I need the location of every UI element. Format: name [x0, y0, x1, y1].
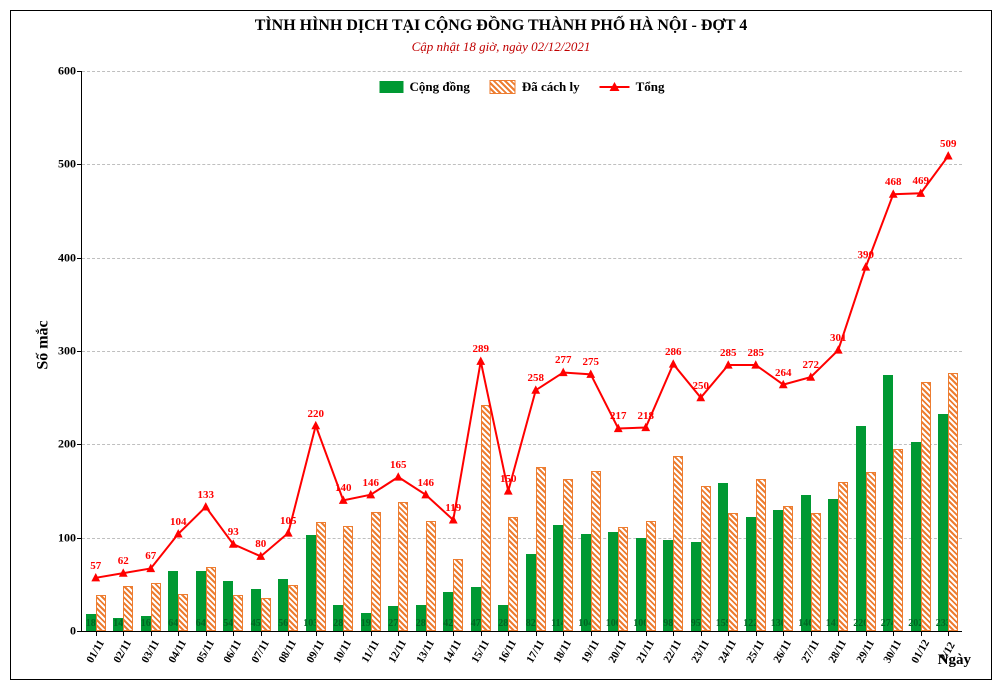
- line-label-tong: 220: [308, 408, 325, 420]
- chart-title: TÌNH HÌNH DỊCH TẠI CỘNG ĐỒNG THÀNH PHỐ H…: [11, 17, 991, 35]
- x-tick-label: 13/11: [414, 638, 437, 665]
- y-tick-label: 500: [58, 157, 82, 172]
- chart-subtitle: Cập nhật 18 giờ, ngày 02/12/2021: [11, 39, 991, 55]
- x-tick-label: 26/11: [772, 638, 795, 665]
- x-tick-label: 05/11: [194, 638, 217, 665]
- line-series-tong: [82, 71, 962, 631]
- line-label-tong: 301: [830, 332, 847, 344]
- x-tick-label: 24/11: [717, 638, 740, 665]
- line-label-tong: 258: [528, 372, 545, 384]
- line-label-tong: 275: [583, 356, 600, 368]
- y-tick-label: 300: [58, 344, 82, 359]
- line-label-tong: 286: [665, 346, 682, 358]
- line-label-tong: 218: [638, 410, 655, 422]
- chart-container: TÌNH HÌNH DỊCH TẠI CỘNG ĐỒNG THÀNH PHỐ H…: [10, 10, 992, 680]
- x-tick-label: 30/11: [882, 638, 905, 665]
- line-label-tong: 67: [145, 550, 156, 562]
- x-tick-label: 04/11: [167, 638, 190, 665]
- y-tick-label: 600: [58, 64, 82, 79]
- x-tick-label: 08/11: [277, 638, 300, 665]
- line-label-tong: 165: [390, 459, 407, 471]
- y-axis-label: Số mắc: [35, 320, 53, 369]
- line-label-tong: 119: [445, 502, 461, 514]
- line-label-tong: 140: [335, 482, 352, 494]
- line-label-tong: 272: [803, 359, 820, 371]
- y-tick-label: 400: [58, 250, 82, 265]
- x-tick-label: 01/11: [84, 638, 107, 665]
- line-label-tong: 264: [775, 367, 792, 379]
- x-tick-label: 27/11: [799, 638, 822, 665]
- x-tick-label: 19/11: [579, 638, 602, 665]
- line-label-tong: 104: [170, 516, 187, 528]
- y-tick-label: 0: [70, 624, 82, 639]
- x-tick-label: 11/11: [359, 638, 381, 665]
- y-tick-label: 200: [58, 437, 82, 452]
- line-label-tong: 285: [720, 347, 737, 359]
- line-label-tong: 469: [913, 175, 930, 187]
- x-tick-label: 14/11: [442, 638, 465, 665]
- x-tick-label: 16/11: [497, 638, 520, 665]
- x-tick-label: 09/11: [304, 638, 327, 665]
- x-tick-label: 17/11: [524, 638, 547, 665]
- x-tick-label: 23/11: [689, 638, 712, 665]
- x-tick-label: 28/11: [827, 638, 850, 665]
- line-label-tong: 285: [748, 347, 765, 359]
- line-label-tong: 93: [228, 526, 239, 538]
- line-label-tong: 150: [500, 473, 517, 485]
- line-label-tong: 57: [90, 560, 101, 572]
- x-tick-label: 18/11: [552, 638, 575, 665]
- x-tick-label: 21/11: [634, 638, 657, 665]
- x-tick-label: 15/11: [469, 638, 492, 665]
- line-label-tong: 146: [363, 477, 380, 489]
- x-tick-label: 02/11: [112, 638, 135, 665]
- line-label-tong: 250: [693, 380, 710, 392]
- x-tick-label: 20/11: [607, 638, 630, 665]
- line-label-tong: 277: [555, 354, 572, 366]
- line-label-tong: 217: [610, 410, 627, 422]
- x-tick-label: 22/11: [662, 638, 685, 665]
- x-tick-label: 07/11: [249, 638, 272, 665]
- x-tick-label: 10/11: [332, 638, 355, 665]
- line-label-tong: 390: [858, 249, 875, 261]
- line-label-tong: 468: [885, 176, 902, 188]
- line-label-tong: 133: [198, 489, 215, 501]
- x-tick-label: 12/11: [387, 638, 410, 665]
- plot-area: Cộng đồng Đã cách ly Tổng 01002003004005…: [81, 71, 962, 632]
- line-label-tong: 289: [473, 343, 490, 355]
- y-tick-label: 100: [58, 530, 82, 545]
- line-label-tong: 146: [418, 477, 435, 489]
- line-label-tong: 80: [255, 538, 266, 550]
- x-tick-label: 03/11: [139, 638, 162, 665]
- line-label-tong: 62: [118, 555, 129, 567]
- x-tick-label: 29/11: [854, 638, 877, 665]
- x-tick-label: 01/12: [909, 638, 932, 666]
- x-tick-label: 06/11: [222, 638, 245, 665]
- line-label-tong: 105: [280, 515, 297, 527]
- line-label-tong: 509: [940, 138, 957, 150]
- x-tick-label: 25/11: [744, 638, 767, 665]
